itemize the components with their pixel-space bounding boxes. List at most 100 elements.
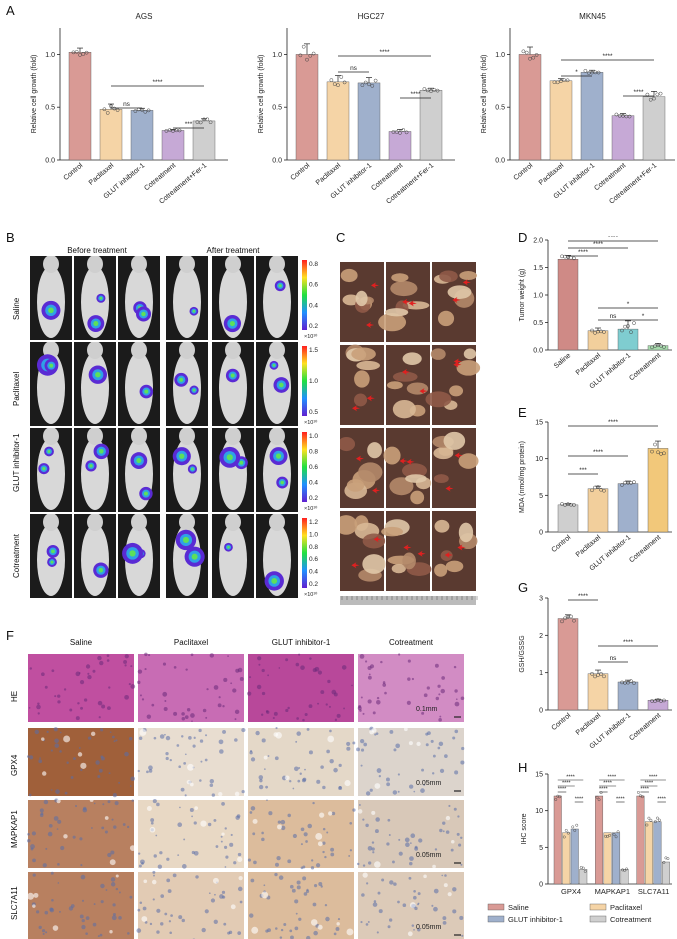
data-point	[571, 825, 575, 829]
vacuole	[315, 833, 323, 840]
color-scale-bar	[302, 260, 307, 330]
cell-nucleus	[54, 738, 59, 744]
cell-nucleus	[75, 716, 80, 721]
cell-nucleus	[453, 807, 457, 811]
cell-nucleus	[348, 855, 351, 857]
cell-nucleus	[274, 872, 278, 877]
data-point	[308, 53, 313, 58]
data-point	[658, 91, 663, 96]
data-point	[590, 328, 594, 333]
cell-nucleus	[335, 926, 340, 931]
data-point	[81, 52, 86, 56]
cell-nucleus	[57, 700, 61, 704]
data-point	[583, 68, 588, 73]
cell-nucleus	[318, 881, 323, 886]
data-point	[425, 88, 430, 93]
cell-nucleus	[442, 921, 447, 925]
cell-nucleus	[266, 710, 270, 714]
y-tick-label: 1.0	[272, 52, 282, 59]
data-point	[629, 679, 633, 683]
cell-nucleus	[138, 864, 142, 868]
cell-nucleus	[206, 688, 209, 691]
cell-nucleus	[437, 684, 441, 688]
cell-nucleus	[183, 838, 186, 841]
vacuole	[109, 859, 116, 866]
cell-nucleus	[294, 926, 299, 931]
cell-nucleus	[414, 906, 418, 911]
cell-nucleus	[87, 736, 92, 740]
data-point	[564, 828, 568, 832]
panel-label-c: C	[336, 230, 346, 245]
cell-nucleus	[152, 898, 155, 901]
cell-nucleus	[361, 893, 365, 897]
cell-nucleus	[237, 931, 242, 935]
cell-nucleus	[209, 653, 215, 658]
data-point	[620, 483, 624, 487]
data-point	[612, 832, 616, 836]
cell-nucleus	[329, 729, 332, 733]
cell-nucleus	[111, 735, 115, 739]
mouse-head	[87, 428, 103, 445]
cell-nucleus	[221, 890, 226, 894]
cell-nucleus	[255, 730, 260, 736]
cell-nucleus	[309, 657, 312, 660]
data-point	[554, 798, 558, 801]
x-tick-label: SLC7A11	[638, 887, 670, 896]
cell-nucleus	[439, 768, 445, 773]
mouse-head	[43, 514, 59, 531]
cell-nucleus	[406, 700, 411, 705]
vacuole	[344, 780, 351, 787]
cell-nucleus	[146, 770, 149, 774]
data-point	[208, 120, 213, 125]
cell-nucleus	[150, 821, 154, 825]
signal-core	[50, 560, 54, 564]
cell-nucleus	[57, 819, 62, 824]
data-point	[143, 109, 148, 114]
cell-nucleus	[460, 696, 465, 701]
cell-nucleus	[100, 883, 105, 889]
bar	[653, 821, 662, 885]
arrow-marker	[402, 298, 411, 305]
bar	[580, 72, 604, 161]
tissue-blob	[362, 533, 386, 549]
cell-nucleus	[300, 843, 303, 846]
x-tick-label: Control	[550, 712, 572, 732]
mouse-head	[179, 514, 195, 531]
arrow-marker	[366, 322, 375, 329]
histology-col-label: Paclitaxel	[173, 638, 209, 647]
cell-nucleus	[97, 774, 101, 778]
cell-nucleus	[375, 732, 379, 735]
cell-nucleus	[41, 929, 46, 933]
cell-nucleus	[198, 728, 202, 733]
cell-nucleus	[112, 903, 116, 907]
y-tick-label: 10	[535, 456, 543, 463]
cell-nucleus	[137, 908, 141, 912]
tissue-blob	[445, 560, 464, 573]
vacuole	[42, 771, 47, 776]
data-point	[524, 50, 529, 55]
cell-nucleus	[215, 845, 219, 848]
cell-nucleus	[156, 802, 160, 807]
cell-nucleus	[181, 918, 185, 923]
cell-nucleus	[85, 916, 90, 920]
cell-nucleus	[166, 857, 170, 861]
tissue-blob	[434, 563, 448, 577]
vacuole	[237, 856, 243, 862]
vacuole	[89, 798, 94, 802]
cell-nucleus	[79, 837, 83, 841]
cell-nucleus	[313, 884, 318, 888]
cell-nucleus	[111, 818, 114, 821]
arrow-marker	[452, 297, 461, 304]
tissue-blob	[410, 490, 425, 505]
cell-nucleus	[162, 662, 167, 666]
significance-label: ****	[608, 236, 619, 241]
data-point	[572, 503, 576, 507]
cell-nucleus	[156, 930, 160, 934]
signal-core	[42, 466, 46, 471]
data-point	[590, 488, 594, 493]
data-point	[164, 129, 169, 133]
cell-nucleus	[461, 746, 465, 751]
cell-nucleus	[377, 891, 381, 895]
vacuole	[90, 731, 96, 737]
